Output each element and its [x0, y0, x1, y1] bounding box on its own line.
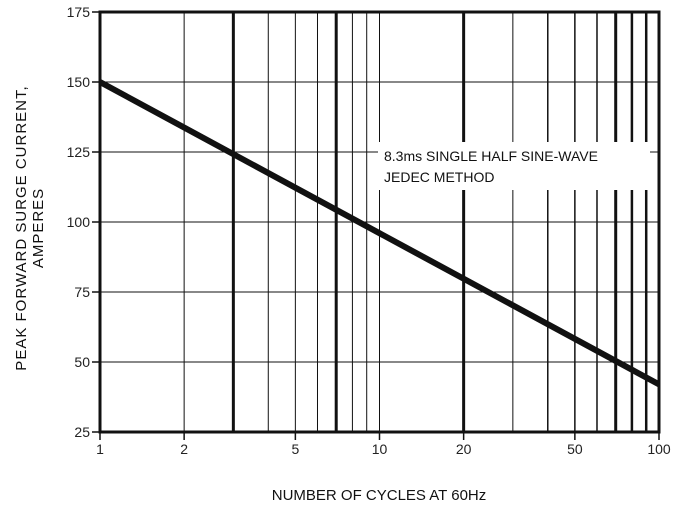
y-axis-label-line-1: PEAK FORWARD SURGE CURRENT, [13, 85, 30, 370]
y-tick-label: 50 [74, 354, 90, 370]
x-tick-label: 5 [291, 441, 299, 457]
x-tick-label: 50 [567, 441, 583, 457]
x-tick-label: 20 [456, 441, 472, 457]
y-tick-label: 150 [67, 74, 91, 90]
y-axis-label-group: PEAK FORWARD SURGE CURRENT, AMPERES [13, 85, 47, 370]
annotation-line-2: JEDEC METHOD [384, 169, 494, 185]
annotation-line-1: 8.3ms SINGLE HALF SINE-WAVE [384, 148, 598, 164]
y-tick-label: 125 [67, 144, 91, 160]
y-tick-label: 175 [67, 4, 91, 20]
x-tick-label: 2 [180, 441, 188, 457]
x-tick-label: 10 [372, 441, 388, 457]
y-tick-label: 25 [74, 424, 90, 440]
y-tick-label: 75 [74, 284, 90, 300]
x-axis-label: NUMBER OF CYCLES AT 60Hz [272, 487, 487, 504]
grid [100, 12, 659, 432]
x-tick-label: 1 [96, 441, 104, 457]
surge-current-line [98, 79, 661, 388]
annotation-background [378, 142, 650, 190]
y-axis-label-line-2: AMPERES [30, 188, 47, 268]
x-tick-label: 100 [647, 441, 671, 457]
y-tick-label: 100 [67, 214, 91, 230]
